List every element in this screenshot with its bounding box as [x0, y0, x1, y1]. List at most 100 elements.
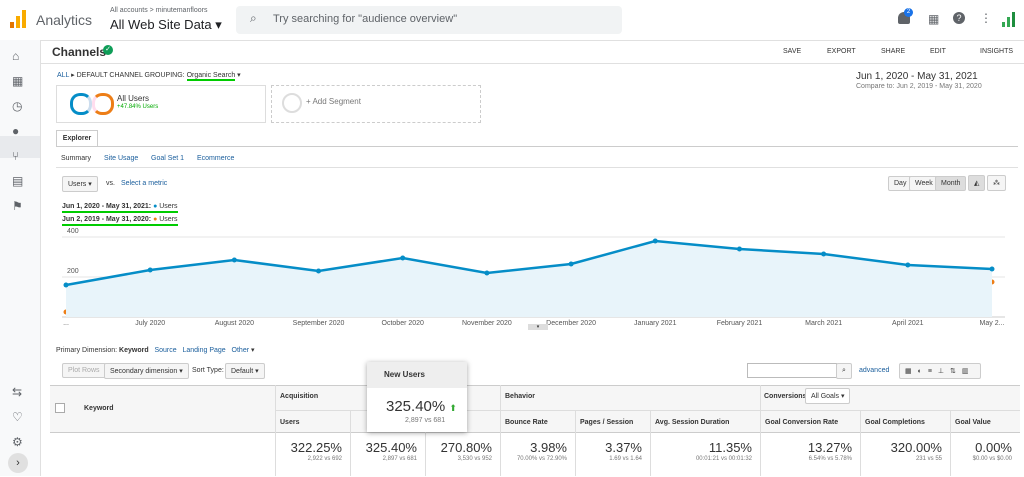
search-button[interactable]: ⌕ — [836, 363, 852, 379]
point — [905, 262, 911, 268]
insights[interactable]: INSIGHTS — [980, 48, 1014, 55]
subtab[interactable]: Ecommerce — [197, 155, 235, 162]
cell-compare: 1.69 vs 1.64 — [609, 456, 642, 462]
save[interactable]: SAVE — [783, 48, 802, 55]
sidebar-icons[interactable]: ⌂ ▦ ◷ ● ⑂ ▤ ⚑ — [12, 49, 24, 213]
vs: vs. — [106, 180, 115, 187]
x-tick-label: September 2020 — [293, 320, 345, 327]
month[interactable]: Month — [935, 176, 967, 191]
apps-icon[interactable]: ▦ — [928, 12, 940, 26]
property-name[interactable]: All Web Site Data ▾ — [110, 17, 222, 32]
primary-label: Primary Dimension: — [56, 347, 118, 354]
point — [316, 268, 322, 274]
edit[interactable]: EDIT — [930, 48, 946, 55]
point — [484, 270, 490, 276]
cell-value: 320.00% — [890, 440, 942, 455]
cell-compare: 2,922 vs 692 — [307, 456, 342, 462]
segment-ring — [70, 93, 92, 115]
select-metric[interactable]: Select a metric — [121, 180, 168, 187]
advanced[interactable]: advanced — [859, 367, 890, 374]
plot-rows[interactable]: Plot Rows — [62, 363, 106, 378]
col-border — [275, 385, 276, 476]
col-border — [500, 385, 501, 476]
compare-label: Compare to: — [856, 83, 895, 90]
view-buttons[interactable]: ▦◐≡⊥⇅▥ — [899, 363, 981, 379]
goal-select[interactable]: All Goals ▾ — [805, 388, 851, 404]
notification-badge: 2 — [904, 8, 913, 17]
column-header: Users — [280, 419, 300, 426]
add-segment: + Add Segment — [306, 97, 361, 106]
share[interactable]: SHARE — [881, 48, 906, 55]
col-border — [950, 410, 951, 476]
sort-label: Sort Type: — [192, 367, 224, 374]
segment-card[interactable] — [56, 85, 266, 123]
x-tick-label: November 2020 — [462, 320, 512, 327]
export[interactable]: EXPORT — [827, 48, 856, 55]
col-border — [575, 410, 576, 476]
bc-grouping: DEFAULT CHANNEL GROUPING: — [76, 72, 185, 79]
tooltip-value: 325.40% ⬆ — [386, 398, 457, 415]
x-tick-label: October 2020 — [382, 320, 425, 327]
legend-item: Jun 1, 2020 - May 31, 2021: ● Users — [62, 203, 178, 213]
x-tick-label: February 2021 — [717, 320, 763, 327]
user-icon[interactable] — [1002, 12, 1016, 28]
dim-option[interactable]: Other — [231, 347, 250, 354]
report-title: Channels — [52, 45, 107, 59]
bc-all[interactable]: ALL — [57, 72, 70, 79]
date-range[interactable]: Jun 1, 2020 - May 31, 2021 — [856, 71, 978, 82]
group-header: Conversions — [764, 393, 807, 400]
line-chart: 200 400... July 2020 August 2020 September 2… — [62, 228, 1005, 327]
product-name: Analytics — [36, 12, 93, 28]
bc-current: Organic Search — [186, 72, 236, 81]
compare: Compare to: Jun 2, 2019 - May 31, 2020 — [856, 83, 982, 90]
search-icon: ⌕ — [250, 11, 257, 25]
x-tick-label: March 2021 — [805, 320, 842, 327]
sort-select[interactable]: Default ▾ — [225, 363, 265, 379]
search-box[interactable] — [236, 6, 622, 34]
point — [231, 257, 237, 263]
point — [147, 267, 153, 273]
subtab[interactable]: Goal Set 1 — [151, 155, 185, 162]
cell-compare: 00:01:21 vs 00:01:32 — [695, 456, 752, 462]
cell-compare: 3,530 vs 952 — [457, 456, 492, 462]
motion-chart[interactable]: ⁂ — [987, 175, 1006, 191]
table-search[interactable] — [747, 363, 837, 378]
col-border — [275, 410, 1020, 411]
search-placeholder: Try searching for "audience overview" — [273, 13, 458, 25]
legend-period: Jun 1, 2020 - May 31, 2021: — [62, 203, 152, 210]
subtab[interactable]: Summary — [61, 155, 91, 162]
tooltip-compare: 2,897 vs 681 — [405, 417, 446, 424]
dim-option[interactable]: Source — [154, 347, 177, 354]
logo — [10, 10, 26, 28]
metric-select[interactable]: Users ▾ — [62, 176, 98, 192]
secondary-dimension[interactable]: Secondary dimension ▾ — [104, 363, 189, 379]
cell-value: 3.37% — [605, 440, 642, 455]
account-path[interactable]: All accounts > minutemanfloors — [110, 7, 208, 14]
help-icon[interactable]: ? — [953, 12, 965, 24]
legend-name: Users — [159, 216, 178, 223]
property: All Web Site Data — [110, 17, 212, 32]
chart-type[interactable]: ◭ — [968, 175, 986, 191]
week[interactable]: Week — [909, 176, 939, 191]
cell-value: 3.98% — [530, 440, 567, 455]
verified-icon: ✓ — [103, 45, 113, 55]
expand-button[interactable]: › — [8, 453, 28, 473]
cell-value: 0.00% — [975, 440, 1012, 455]
segment-change: +47.84% Users — [117, 104, 159, 110]
subtab[interactable]: Site Usage — [104, 155, 139, 162]
chart-collapse[interactable]: ▾ — [528, 324, 548, 330]
x-tick-label: ... — [63, 320, 69, 327]
dim-option[interactable]: Landing Page — [182, 347, 226, 354]
more-icon[interactable]: ⋮ — [980, 11, 992, 25]
sidebar-bottom-icons[interactable]: ⇆ ♡ ⚙ — [12, 385, 23, 449]
column-header: Goal Conversion Rate — [765, 419, 839, 426]
point — [652, 238, 658, 244]
explorer-tab[interactable]: Explorer — [56, 130, 98, 147]
cell-value: 11.35% — [708, 440, 752, 455]
select-all[interactable] — [55, 403, 65, 413]
x-tick-label: April 2021 — [892, 320, 924, 327]
add-segment-card[interactable] — [271, 85, 481, 123]
cell-compare: 2,897 vs 681 — [382, 456, 417, 462]
secondary: Secondary dimension — [110, 368, 178, 375]
